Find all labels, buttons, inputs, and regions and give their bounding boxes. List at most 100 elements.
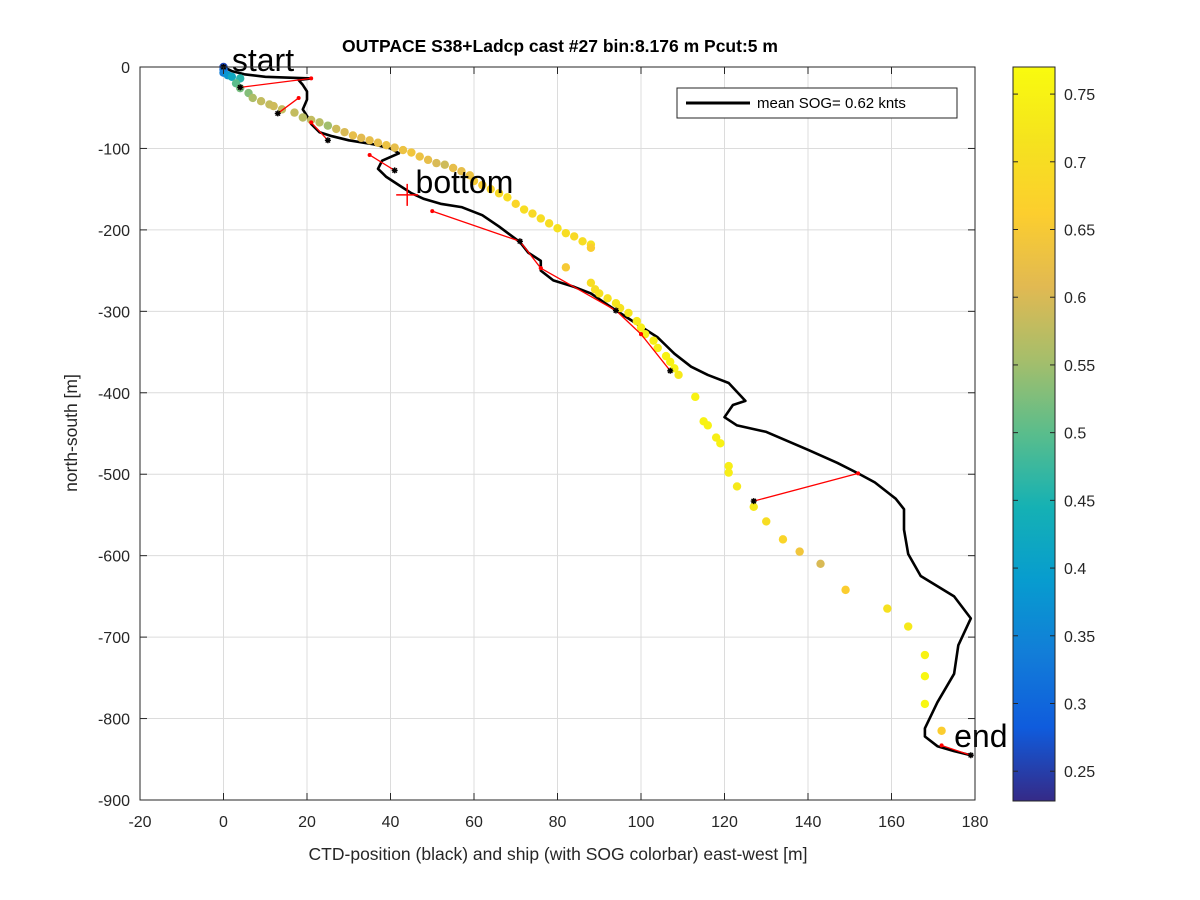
ship-point: [691, 392, 700, 402]
y-tick-label: -400: [98, 386, 130, 403]
black-star-marker: [516, 238, 523, 245]
ship-point: [440, 160, 449, 169]
red-link-line: [519, 240, 542, 269]
colorbar-tick-label: 0.25: [1064, 764, 1095, 781]
black-star-marker: [967, 752, 974, 759]
y-axis-ticks: 0 -100 -200 -300 -400 -500 -600 -700 -800 -900: [98, 60, 975, 810]
black-star-marker: [750, 498, 757, 505]
ship-point: [511, 199, 520, 209]
colorbar-tick-label: 0.5: [1064, 426, 1086, 443]
ship-point: [432, 158, 441, 168]
ship-point: [553, 224, 562, 233]
ship-point: [795, 547, 804, 556]
colorbar-tick-label: 0.55: [1064, 358, 1095, 375]
ship-point: [340, 127, 349, 137]
ship-point: [290, 108, 299, 117]
ship-point: [478, 180, 487, 190]
y-tick-label: -200: [98, 223, 130, 240]
red-link-line: [369, 154, 396, 171]
y-tick-label: 0: [121, 60, 130, 77]
ship-point: [415, 152, 424, 161]
red-link-line: [941, 744, 972, 756]
red-link-line: [240, 77, 312, 89]
ship-point: [937, 726, 946, 735]
ship-point: [603, 294, 612, 303]
ship-point: [762, 517, 771, 526]
x-tick-label: 160: [878, 814, 905, 831]
ship-point: [503, 193, 512, 202]
red-link-endpoint: [939, 743, 944, 748]
ship-point: [469, 176, 479, 186]
black-star-marker: [667, 367, 674, 374]
ship-point: [248, 93, 257, 103]
black-star-marker: [612, 307, 619, 314]
annotations: start bottom end: [232, 42, 1008, 754]
red-link-line: [432, 210, 521, 242]
colorbar: [1012, 66, 1056, 802]
ship-point: [724, 461, 733, 471]
y-axis-title: north-south [m]: [61, 374, 81, 492]
ship-point: [578, 237, 587, 246]
ship-point: [323, 121, 333, 130]
ship-point: [732, 482, 742, 491]
red-link-line: [277, 97, 300, 114]
x-tick-label: 180: [962, 814, 989, 831]
black-star-marker: [274, 110, 281, 117]
ship-point: [595, 289, 604, 298]
colorbar-tick-label: 0.7: [1064, 155, 1086, 172]
ship-point: [778, 535, 788, 544]
ship-point: [519, 205, 529, 214]
ship-point: [306, 115, 316, 125]
ship-point: [536, 214, 545, 223]
ship-point: [544, 219, 554, 228]
ship-point: [724, 468, 733, 477]
colorbar-tick-label: 0.75: [1064, 87, 1095, 104]
ship-point: [649, 336, 658, 345]
ship-point: [448, 163, 458, 173]
ship-point: [390, 143, 399, 152]
x-tick-label: 60: [465, 814, 483, 831]
colorbar-tick-label: 0.65: [1064, 223, 1095, 240]
annotation-start: start: [232, 42, 294, 78]
x-tick-label: 20: [298, 814, 316, 831]
ship-point: [561, 263, 571, 272]
ship-point: [561, 228, 571, 238]
annotation-bottom: bottom: [416, 164, 514, 200]
y-tick-label: -300: [98, 304, 130, 321]
ship-point: [666, 357, 675, 367]
x-tick-label: 100: [628, 814, 655, 831]
ship-point: [570, 232, 579, 241]
red-link-endpoint: [309, 120, 314, 125]
ship-point: [904, 622, 913, 631]
ship-point: [486, 184, 495, 194]
ship-point: [816, 559, 825, 569]
red-link-line: [615, 310, 642, 335]
red-link-endpoint: [430, 209, 435, 214]
bottom-plus-marker: [396, 183, 419, 206]
red-link-line: [540, 267, 617, 312]
x-axis-title: CTD-position (black) and ship (with SOG …: [309, 844, 808, 864]
ship-point: [624, 308, 633, 318]
ship-point: [357, 133, 366, 143]
black-star-marker: [391, 167, 398, 174]
black-star-marker: [237, 84, 244, 91]
x-tick-label: -20: [128, 814, 151, 831]
colorbar-tick-label: 0.45: [1064, 493, 1095, 510]
ship-point: [653, 343, 662, 353]
x-tick-label: 40: [382, 814, 400, 831]
colorbar-ticks: 0.25 0.3 0.35 0.4 0.45 0.5 0.55 0.6 0.65 0.7 0.75: [1013, 87, 1095, 781]
ship-point: [703, 421, 712, 430]
ship-point: [749, 502, 758, 511]
red-link-line: [753, 472, 859, 502]
annotation-end: end: [954, 718, 1007, 754]
ship-point: [632, 316, 642, 326]
red-link-endpoint: [309, 76, 314, 81]
ship-point: [256, 97, 266, 106]
black-star-marker: [324, 137, 331, 144]
red-link-endpoint: [856, 471, 861, 476]
x-tick-label: 80: [549, 814, 567, 831]
ship-point: [365, 136, 374, 145]
ship-point: [636, 323, 646, 332]
y-tick-label: -600: [98, 549, 130, 566]
